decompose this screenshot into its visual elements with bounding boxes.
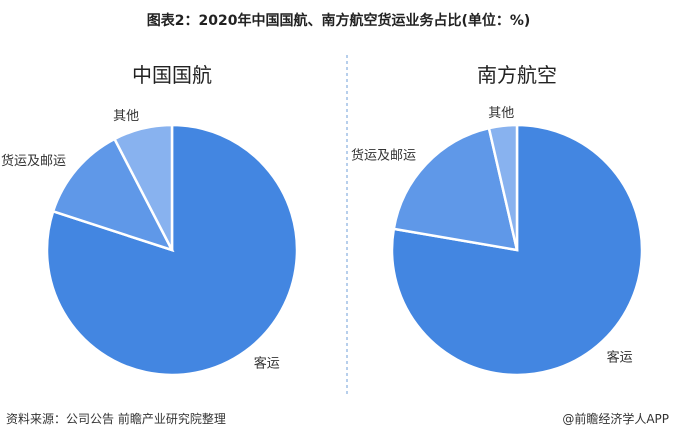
pie-slice (51, 137, 175, 253)
pie-slice (112, 123, 174, 251)
pie-slice (487, 123, 519, 251)
slice-label: 客运 (607, 349, 633, 365)
pie-title: 南方航空 (477, 63, 557, 87)
slice-label: 其他 (113, 109, 139, 124)
slice-label: 货运及邮运 (1, 153, 66, 169)
pie-title: 中国国航 (132, 63, 212, 87)
chart-title: 图表2：2020年中国国航、南方航空货运业务占比(单位：%) (146, 13, 531, 29)
slice-label: 货运及邮运 (351, 148, 416, 164)
slice-label: 客运 (254, 355, 280, 371)
pie-slice (392, 126, 519, 252)
source-note: 资料来源：公司公告 前瞻产业研究院整理 (6, 412, 226, 426)
brand-label: @前瞻经济学人APP (562, 412, 669, 426)
slice-label: 其他 (488, 106, 514, 121)
